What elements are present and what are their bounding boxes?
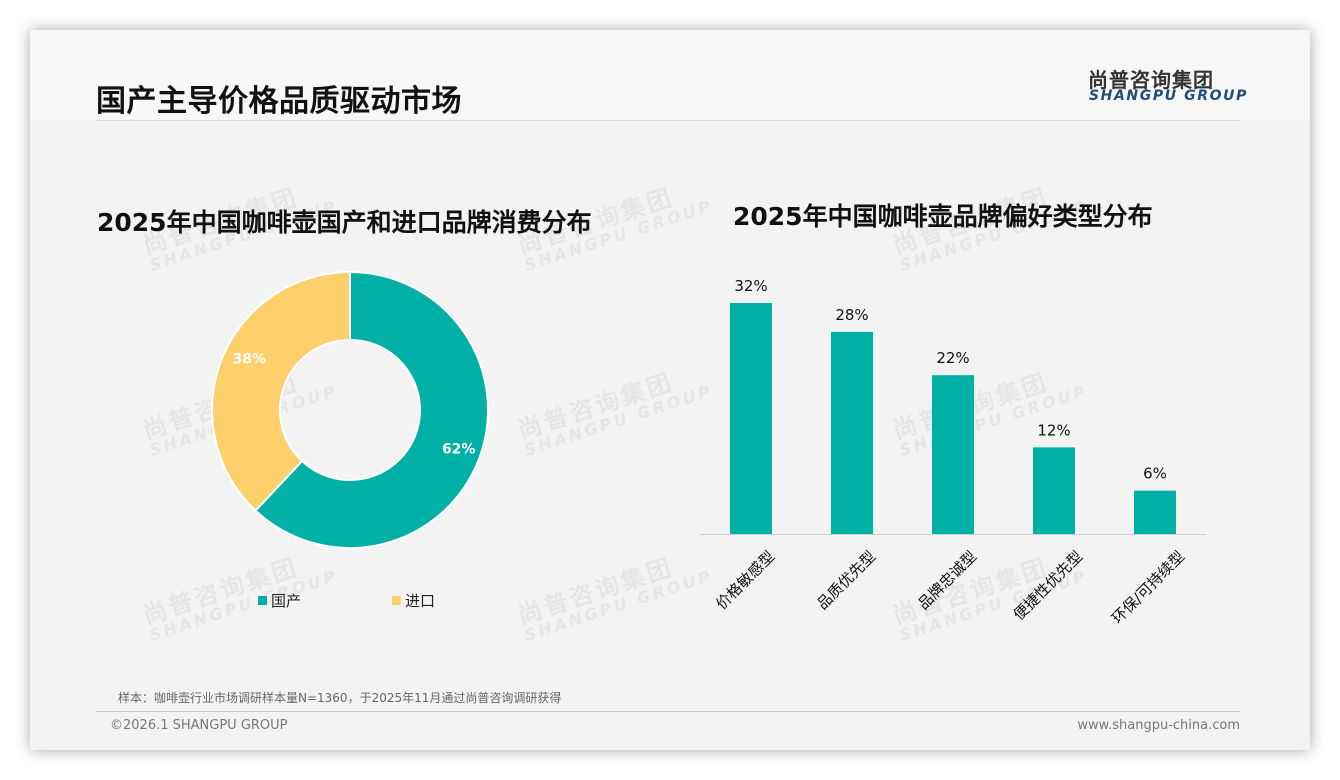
donut-slice bbox=[211, 270, 351, 513]
legend-label: 进口 bbox=[405, 592, 436, 610]
logo-chinese: 尚普咨询集团 bbox=[1088, 68, 1214, 92]
legend-swatch-yellow bbox=[392, 596, 401, 605]
donut-chart: 62% 38% bbox=[211, 270, 489, 549]
copyright: ©2026.1 SHANGPU GROUP bbox=[110, 718, 288, 733]
bar-value-label: 6% bbox=[1143, 465, 1167, 483]
bar bbox=[730, 303, 772, 534]
logo-english: SHANGPU GROUP bbox=[1089, 88, 1248, 104]
slide: 国产主导价格品质驱动市场 尚普咨询集团 SHANGPU GROUP 尚普咨询集团… bbox=[30, 30, 1310, 750]
legend-item-imported: 进口 bbox=[392, 590, 435, 611]
bar-value-label: 22% bbox=[936, 349, 969, 367]
legend-item-domestic: 国产 bbox=[258, 590, 301, 611]
bar-chart-title: 2025年中国咖啡壶品牌偏好类型分布 bbox=[733, 202, 1153, 231]
title-divider bbox=[96, 120, 1240, 121]
bar-chart: 32% 28% 22% 12% 6% bbox=[700, 277, 1206, 535]
x-axis-label: 便捷性优先型 bbox=[1009, 547, 1086, 624]
bar bbox=[932, 375, 974, 534]
bar-value-label: 28% bbox=[835, 306, 868, 324]
donut-slice-label: 38% bbox=[233, 352, 267, 368]
footer-divider bbox=[96, 711, 1240, 712]
bar-value-label: 12% bbox=[1037, 421, 1070, 439]
x-axis-label: 价格敏感型 bbox=[712, 547, 779, 614]
bar bbox=[1033, 447, 1075, 534]
donut-slice-label: 62% bbox=[442, 441, 476, 457]
donut-slice bbox=[254, 270, 489, 549]
bar bbox=[831, 331, 873, 534]
x-axis-label: 品牌忠诚型 bbox=[914, 547, 981, 614]
bar-value-label: 32% bbox=[734, 277, 767, 295]
website-link[interactable]: www.shangpu-china.com bbox=[1077, 718, 1240, 733]
donut-chart-title: 2025年中国咖啡壶国产和进口品牌消费分布 bbox=[97, 208, 592, 237]
header-band bbox=[30, 30, 1310, 120]
x-axis-label: 品质优先型 bbox=[813, 547, 880, 614]
legend-swatch-teal bbox=[258, 596, 267, 605]
bar bbox=[1134, 490, 1176, 534]
x-axis-label: 环保/可持续型 bbox=[1108, 547, 1189, 628]
legend-label: 国产 bbox=[271, 592, 302, 610]
page-title: 国产主导价格品质驱动市场 bbox=[96, 84, 462, 119]
sample-note: 样本：咖啡壶行业市场调研样本量N=1360，于2025年11月通过尚普咨询调研获… bbox=[118, 691, 562, 705]
